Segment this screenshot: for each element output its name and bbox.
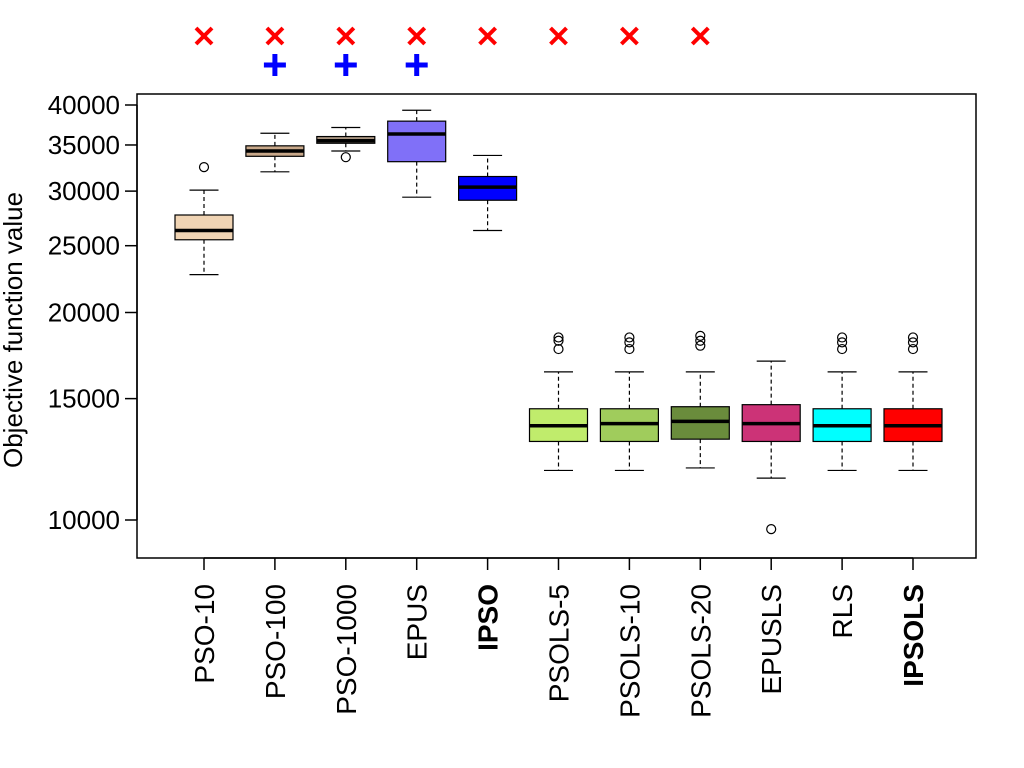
iqr-box — [387, 120, 447, 163]
red-x-marker — [336, 26, 356, 46]
x-category-label: PSO-100 — [260, 584, 291, 699]
box-pso-1000 — [316, 126, 376, 163]
x-category-label: PSOLS-10 — [614, 584, 645, 718]
y-tick-label: 35000 — [48, 130, 120, 160]
red-x-stroke — [336, 26, 356, 46]
red-x-stroke — [194, 26, 214, 46]
outlier-point — [624, 343, 635, 355]
red-x-stroke — [690, 26, 710, 46]
box-psols-10 — [599, 332, 660, 472]
x-category-label: IPSOLS — [898, 584, 929, 687]
red-x-marker — [619, 26, 639, 46]
outlier-point — [907, 337, 919, 348]
y-tick-label: 25000 — [48, 231, 120, 261]
y-tick-label: 15000 — [48, 384, 120, 414]
outlier-point — [695, 330, 706, 341]
y-tick-label: 30000 — [48, 176, 120, 206]
red-x-marker — [194, 26, 214, 46]
box-epus — [387, 109, 447, 198]
box-pso-10 — [174, 162, 234, 276]
red-x-stroke — [619, 26, 639, 46]
x-category-label: EPUSLS — [756, 584, 787, 695]
iqr-box — [174, 214, 234, 241]
outlier-point — [624, 337, 635, 348]
blue-plus-marker — [263, 54, 286, 76]
x-category-label: PSO-10 — [189, 584, 220, 684]
box-psols-20 — [670, 330, 730, 469]
red-x-marker — [690, 26, 710, 46]
x-category-label: IPSO — [473, 584, 504, 651]
outlier-point — [695, 340, 706, 351]
y-tick-label: 20000 — [48, 298, 120, 328]
outlier-point — [766, 524, 777, 535]
box-psols-5 — [528, 332, 589, 472]
outlier-point — [907, 343, 919, 355]
red-x-marker — [265, 26, 285, 46]
red-x-marker — [407, 26, 427, 46]
outlier-point — [836, 343, 848, 355]
blue-plus-marker — [334, 54, 357, 76]
x-axis: PSO-10 PSO-100 PSO-1000 EPUS IPSO PSOLS-5 PSOL… — [189, 557, 929, 718]
significance-markers — [194, 26, 710, 76]
outlier-point — [695, 335, 706, 346]
red-x-stroke — [265, 26, 285, 46]
red-x-marker — [549, 26, 568, 46]
x-category-label: PSO-1000 — [331, 584, 362, 715]
box-epusls — [741, 360, 801, 535]
red-x-marker — [478, 26, 498, 46]
outlier-point — [907, 332, 919, 343]
outlier-point — [553, 335, 564, 346]
x-category-label: PSOLS-5 — [544, 584, 575, 702]
outlier-point — [836, 332, 848, 343]
box-pso-100 — [245, 132, 305, 173]
red-x-stroke — [407, 26, 427, 46]
outlier-point — [340, 152, 351, 163]
outlier-point — [624, 332, 635, 343]
x-category-label: EPUS — [402, 584, 433, 660]
outlier-point — [553, 343, 564, 355]
y-axis: 10000 15000 20000 25000 30000 35000 40000 — [48, 90, 138, 535]
box-ipso — [458, 154, 518, 232]
red-x-stroke — [478, 26, 498, 46]
y-axis-title: Objective function value — [0, 192, 28, 468]
outlier-point — [553, 332, 564, 343]
outlier-point — [836, 337, 848, 348]
box-series — [174, 109, 943, 535]
box-rls — [812, 332, 872, 472]
y-tick-label: 10000 — [48, 505, 120, 535]
x-category-label: RLS — [827, 584, 858, 638]
red-x-stroke — [549, 26, 568, 46]
blue-plus-marker — [405, 54, 428, 76]
outlier-point — [198, 162, 210, 173]
y-tick-label: 40000 — [48, 90, 120, 120]
x-category-label: PSOLS-20 — [685, 584, 716, 718]
box-ipsols — [883, 332, 943, 472]
